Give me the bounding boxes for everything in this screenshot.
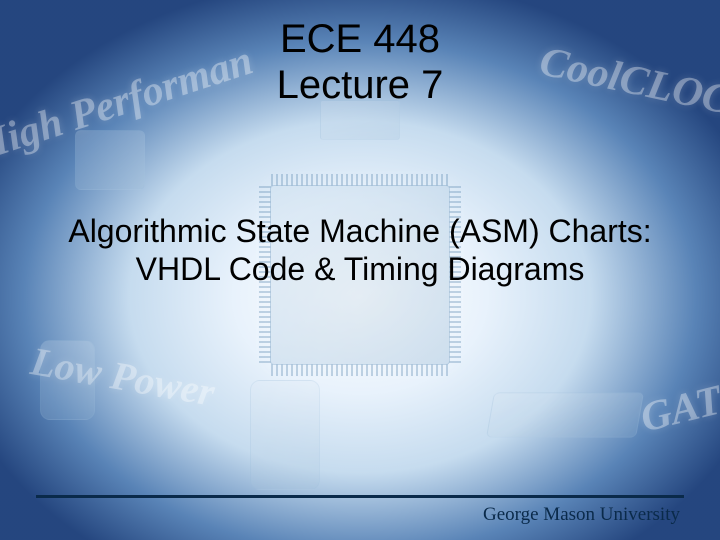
title-line-1: ECE 448 [0, 16, 720, 62]
bg-device-box [486, 392, 644, 437]
title-block: ECE 448 Lecture 7 [0, 16, 720, 108]
bg-device-pda [250, 380, 320, 490]
subtitle-block: Algorithmic State Machine (ASM) Charts: … [0, 212, 720, 289]
title-line-2: Lecture 7 [0, 62, 720, 108]
bg-device-phone [40, 340, 95, 420]
bg-device-monitor [75, 130, 145, 190]
subtitle-line-2: VHDL Code & Timing Diagrams [0, 250, 720, 288]
footer-text: George Mason University [483, 504, 680, 526]
bg-text-bottom-right: GATE [636, 369, 720, 442]
slide: High Performan CoolCLOCK Low Power GATE … [0, 0, 720, 540]
footer-rule [36, 495, 684, 498]
subtitle-line-1: Algorithmic State Machine (ASM) Charts: [0, 212, 720, 250]
